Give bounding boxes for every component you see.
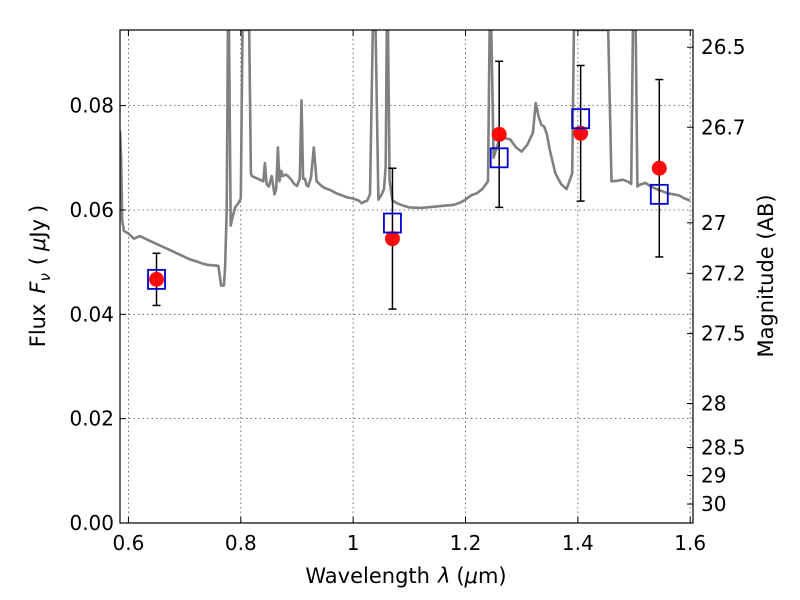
y-tick-label: 0.04 [69,302,114,326]
y-axis-ticks: 0.00 0.02 0.04 0.06 0.08 [69,94,126,535]
plot-frame [119,29,694,524]
model-spectrum-line [120,30,691,287]
model-photometry-square [649,183,669,205]
y2-axis-label: Magnitude (AB) [754,194,778,357]
observed-point [651,160,667,176]
x-tick-label: 1 [347,531,360,555]
magnitude-tick-label: 27 [701,211,726,235]
magnitude-tick-label: 28.5 [701,436,746,460]
model-spectrum-group [120,30,691,287]
photometry-markers [147,60,669,310]
observed-point [491,126,507,142]
magnitude-tick-label: 26.5 [701,35,746,59]
magnitude-tick-label: 27.5 [701,322,746,346]
model-photometry-square [147,268,166,290]
magnitude-tick-label: 28 [701,391,726,415]
x-tick-label: 1.4 [562,531,594,555]
magnitude-axis-ticks: 26.5 26.7 27 27.2 27.5 28 28.5 29 30 [687,35,746,516]
magnitude-tick-label: 26.7 [701,115,746,139]
y-tick-label: 0.06 [69,198,114,222]
model-photometry-square [489,147,509,169]
magnitude-tick-label: 27.2 [701,261,746,285]
x-axis-label: Wavelength λ (μm) [305,564,506,588]
plot-area [120,30,693,523]
x-axis-ticks: 0.6 0.8 1 1.2 1.4 1.6 [113,30,706,555]
y-axis-label: FluxFν(μJy) [26,205,54,348]
magnitude-tick-label: 30 [701,492,726,516]
x-tick-label: 1.2 [450,531,482,555]
y-tick-label: 0.00 [69,511,114,535]
observed-point [384,231,400,247]
x-tick-label: 0.6 [113,531,145,555]
model-photometry-square [571,108,591,130]
x-tick-label: 0.8 [225,531,257,555]
observed-point [573,125,589,141]
model-photometry-square [383,212,402,234]
y-tick-label: 0.02 [69,407,114,431]
magnitude-tick-label: 29 [701,463,726,487]
y-tick-label: 0.08 [69,94,114,118]
observed-point [149,271,165,287]
x-tick-label: 1.6 [674,531,706,555]
